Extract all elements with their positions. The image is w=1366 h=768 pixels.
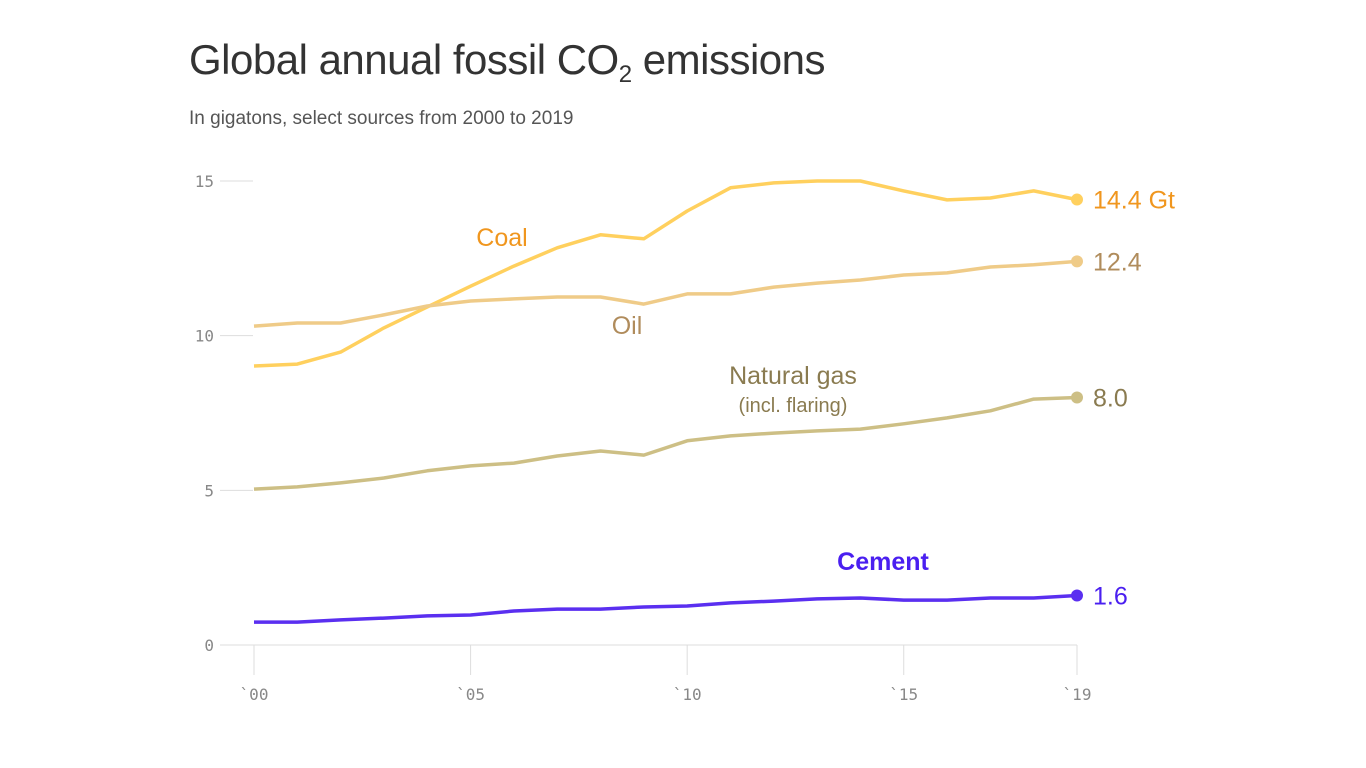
x-tick-label: `19 (1063, 685, 1092, 704)
series-sublabel: (incl. flaring) (739, 395, 848, 417)
x-tick-label: `15 (889, 685, 918, 704)
y-tick-label: 0 (204, 636, 214, 655)
end-point-marker (1071, 193, 1083, 206)
series-line-oil (253, 259, 1078, 328)
x-tick-label: `05 (456, 685, 485, 704)
title-text-end: emissions (631, 36, 826, 83)
y-tick-label: 10 (195, 327, 214, 346)
series-label: Cement (837, 548, 929, 576)
x-tick-label: `10 (673, 685, 702, 704)
end-point-marker (1071, 589, 1083, 602)
end-point-marker (1071, 391, 1083, 404)
end-point-marker (1071, 255, 1083, 268)
end-value-label: 14.4 Gt (1093, 187, 1175, 215)
series-label: Oil (612, 312, 643, 340)
series-label: Coal (476, 224, 527, 252)
end-value-label: 8.0 (1093, 385, 1128, 413)
series-label: Natural gas (729, 362, 857, 390)
end-value-label: 1.6 (1093, 583, 1128, 611)
y-tick-label: 5 (204, 481, 214, 500)
title-text: Global annual fossil CO (189, 36, 619, 83)
y-tick-label: 15 (195, 172, 214, 191)
chart-subtitle: In gigatons, select sources from 2000 to… (189, 108, 574, 129)
title-subscript: 2 (618, 61, 632, 88)
series-line-cement (254, 593, 1078, 624)
chart-title: Global annual fossil CO2 emissions (189, 36, 826, 89)
end-value-label: 12.4 (1093, 248, 1142, 276)
x-tick-label: `00 (240, 685, 269, 704)
series-line-coal (253, 179, 1078, 368)
series-line-natural-gas (253, 395, 1078, 491)
